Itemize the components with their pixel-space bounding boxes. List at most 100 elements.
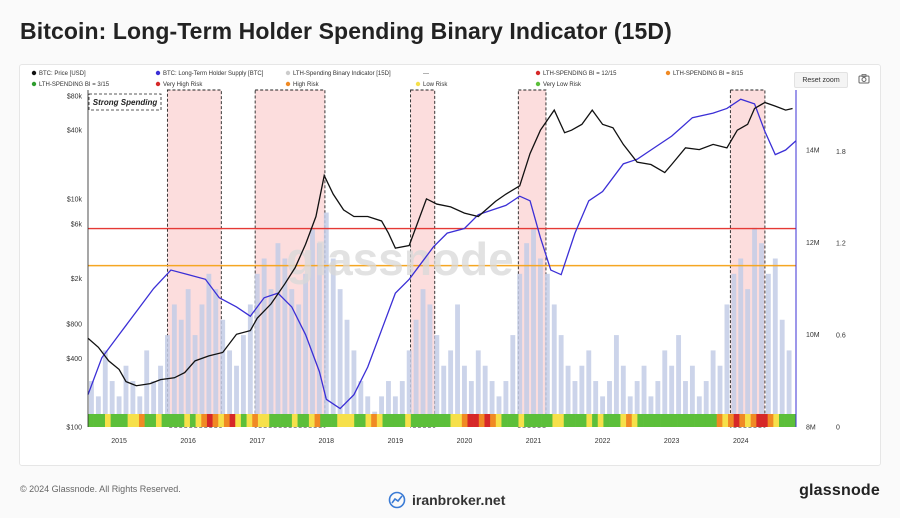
camera-icon[interactable] <box>858 73 870 85</box>
indicator-bar <box>717 365 723 427</box>
signal-cell <box>569 414 576 427</box>
indicator-bar <box>579 365 585 427</box>
signal-cell <box>779 414 785 427</box>
indicator-bar <box>102 350 108 427</box>
signal-cell <box>495 414 502 427</box>
indicator-bar <box>738 258 744 427</box>
legend-entry: BTC: Price [USD] <box>39 71 86 77</box>
indicator-bar <box>171 304 177 427</box>
indicator-bar <box>786 350 792 427</box>
indicator-bar <box>337 289 343 427</box>
indicator-bar <box>607 381 612 427</box>
x-tick-label: 2020 <box>457 438 473 445</box>
signal-cell <box>478 414 485 427</box>
signal-cell <box>756 414 763 427</box>
signal-cell <box>88 414 94 427</box>
signal-cell <box>592 414 599 427</box>
indicator-bar <box>572 381 578 427</box>
strong-spending-zone-border <box>729 89 766 428</box>
signal-cell <box>643 414 650 427</box>
x-tick-label: 2023 <box>664 438 680 445</box>
signal-cell <box>365 414 372 427</box>
signal-cell <box>790 414 797 427</box>
signal-cell <box>524 414 531 427</box>
signal-cell <box>212 414 219 427</box>
signal-cell <box>116 414 123 427</box>
indicator-bar <box>669 365 675 427</box>
indicator-bar <box>379 396 384 427</box>
y-right-tick-label: 0.6 <box>836 333 846 340</box>
signal-cell <box>104 414 111 427</box>
y-left-tick-label: $6k <box>71 222 83 229</box>
indicator-bar <box>420 289 426 427</box>
signal-cell <box>512 414 519 427</box>
signal-cell <box>206 414 213 427</box>
legend-entry: Low Risk <box>423 82 448 88</box>
indicator-bar <box>151 381 157 427</box>
signal-cell <box>235 414 242 427</box>
indicator-bar <box>455 304 460 427</box>
indicator-bar <box>489 381 495 427</box>
signal-cell <box>172 414 179 427</box>
indicator-bar <box>772 258 778 427</box>
signal-cell <box>161 414 168 427</box>
signal-cell <box>291 414 298 427</box>
legend-swatch <box>285 81 291 87</box>
reset-zoom-button[interactable]: Reset zoom <box>794 72 848 88</box>
chart[interactable]: glassnode $100 $400 $800 $2k $6k $10k $40k $80k… <box>20 65 880 465</box>
legend-entry: LTH-SPENDING BI = 12/15 <box>543 71 617 77</box>
strong-spending-zone-border <box>517 89 547 428</box>
signal-cell <box>325 414 332 427</box>
iranbroker-logo-icon <box>388 491 406 509</box>
signal-cell <box>218 414 225 427</box>
signal-cell <box>427 414 434 427</box>
indicator-bar <box>752 227 757 427</box>
signal-cell <box>614 414 621 427</box>
indicator-bar <box>275 243 281 427</box>
x-tick-label: 2019 <box>388 438 404 445</box>
signal-cell <box>467 414 474 427</box>
y-left-tick-label: $400 <box>66 356 82 363</box>
signal-cell <box>501 414 508 427</box>
signal-cell <box>252 414 259 427</box>
signal-cell <box>637 414 644 427</box>
indicator-bar <box>731 273 737 427</box>
indicator-bar <box>627 396 633 427</box>
indicator-bar <box>358 381 364 427</box>
indicator-bar <box>116 396 122 427</box>
y-right-tick-label: 0 <box>836 425 840 432</box>
signal-cell <box>144 414 151 427</box>
signal-cell <box>195 414 202 427</box>
signal-cell <box>654 414 661 427</box>
signal-cell <box>682 414 689 427</box>
signal-cell <box>597 414 604 427</box>
signal-cell <box>331 414 338 427</box>
indicator-bar <box>496 396 502 427</box>
signal-cell <box>671 414 678 427</box>
legend-entry: BTC: Long-Term Holder Supply [BTC] <box>163 71 264 77</box>
signal-cell <box>348 414 355 427</box>
legend-swatch <box>155 81 161 87</box>
signal-cell <box>609 414 616 427</box>
signal-cell <box>688 414 695 427</box>
indicator-bar <box>296 304 302 427</box>
indicator-bar <box>213 289 219 427</box>
legend-entry: LTH-SPENDING BI = 3/15 <box>39 82 110 88</box>
y-left-tick-label: $10k <box>67 196 83 203</box>
y-left-tick-label: $2k <box>71 276 83 283</box>
signal-cell <box>138 414 145 427</box>
indicator-bar <box>779 319 785 427</box>
signal-cell <box>552 414 559 427</box>
signal-cell <box>342 414 349 427</box>
indicator-bar <box>565 365 571 427</box>
indicator-bar <box>130 381 136 427</box>
indicator-bar <box>544 273 550 427</box>
legend-entry: High Risk <box>293 82 320 88</box>
legend-swatch <box>535 70 541 76</box>
y-right-tick-label: 1.8 <box>836 149 846 156</box>
signal-cell <box>461 414 468 427</box>
indicator-bar <box>282 258 288 427</box>
signal-cell <box>558 414 565 427</box>
signal-cell <box>773 414 780 427</box>
indicator-bar <box>185 289 191 427</box>
